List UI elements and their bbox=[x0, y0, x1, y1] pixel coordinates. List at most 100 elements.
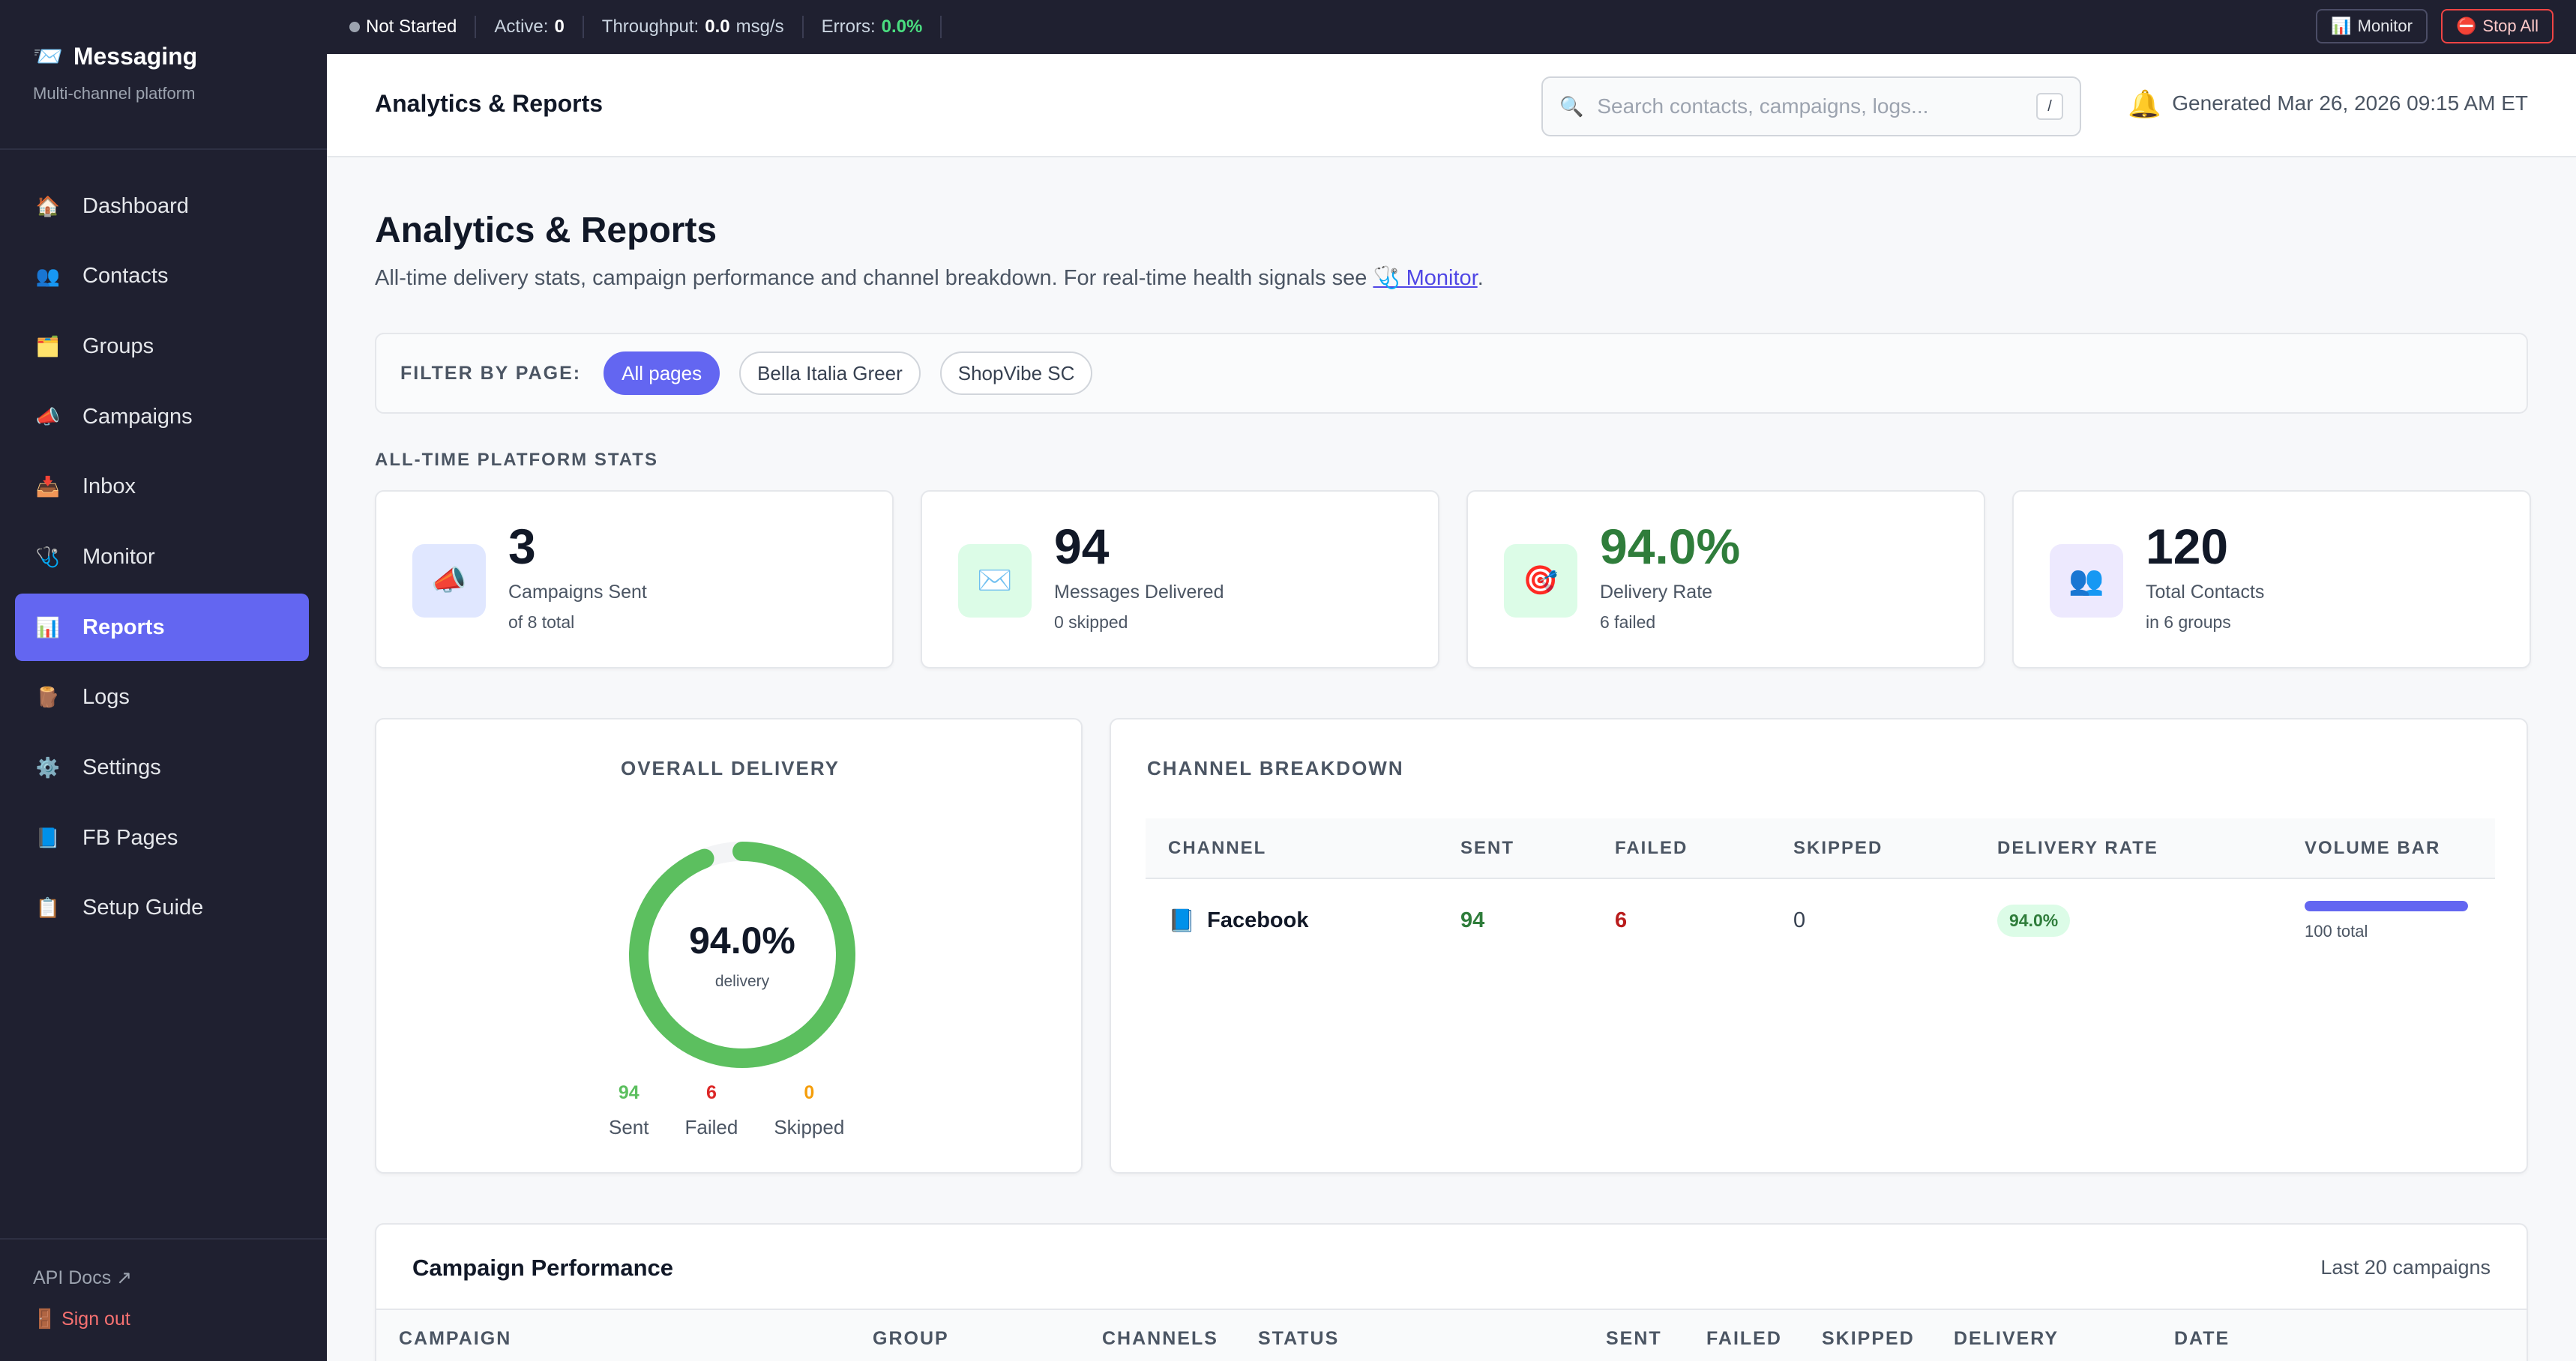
sidebar-item-logs[interactable]: 🪵 Logs bbox=[15, 664, 309, 731]
overall-delivery-card: OVERALL DELIVERY 94.0% delivery 94 Sent … bbox=[375, 718, 1083, 1174]
monitor-link[interactable]: 🩺 Monitor bbox=[1373, 266, 1478, 290]
active-count: Active: 0 bbox=[476, 16, 584, 38]
col-campaign: CAMPAIGN bbox=[399, 1328, 512, 1349]
brand: 📨 Messaging Multi-channel platform bbox=[33, 42, 197, 103]
stats-row: 📣 3 Campaigns Sent of 8 total ✉️ 94 Mess… bbox=[375, 490, 2531, 669]
channel-table-header: CHANNEL SENT FAILED SKIPPED DELIVERY RAT… bbox=[1146, 818, 2495, 879]
filter-option-shopvibe-sc[interactable]: ShopVibe SC bbox=[939, 351, 1093, 395]
sidebar-item-groups[interactable]: 🗂️ Groups bbox=[15, 313, 309, 380]
active-value: 0 bbox=[554, 16, 565, 37]
sidebar-item-monitor[interactable]: 🩺 Monitor bbox=[15, 523, 309, 591]
legend-sent-value: 94 bbox=[618, 1082, 640, 1103]
volume-bar-fill bbox=[2305, 900, 2468, 911]
campaign-performance-subtitle: Last 20 campaigns bbox=[2320, 1256, 2491, 1279]
stat-card-delivery-rate: 🎯 94.0% Delivery Rate 6 failed bbox=[1466, 490, 1985, 669]
col-channels: CHANNELS bbox=[1102, 1328, 1218, 1349]
door-icon: 🚪 bbox=[33, 1309, 62, 1330]
stat-label: Delivery Rate bbox=[1600, 582, 1713, 603]
sidebar-item-fb-pages[interactable]: 📘 FB Pages bbox=[15, 804, 309, 872]
log-icon: 🪵 bbox=[35, 686, 61, 709]
engine-state: Not Started bbox=[349, 16, 477, 38]
description-text: All-time delivery stats, campaign perfor… bbox=[375, 266, 1373, 290]
sidebar-nav: 🏠 Dashboard 👥 Contacts 🗂️ Groups 📣 Campaigns… bbox=[15, 172, 309, 945]
sidebar-item-label: Groups bbox=[82, 334, 154, 358]
table-row[interactable]: 📘 Facebook 94 6 0 94.0% 100 total bbox=[1146, 878, 2495, 962]
col-skipped: SKIPPED bbox=[1771, 818, 1975, 879]
donut-delivered-arc bbox=[629, 842, 855, 1068]
sidebar-item-setup-guide[interactable]: 📋 Setup Guide bbox=[15, 875, 309, 942]
envelope-icon: ✉️ bbox=[958, 544, 1032, 618]
channel-breakdown-card: CHANNEL BREAKDOWN CHANNEL SENT FAILED SK… bbox=[1110, 718, 2528, 1174]
stat-sub: 6 failed bbox=[1600, 612, 1656, 632]
sidebar-item-dashboard[interactable]: 🏠 Dashboard bbox=[15, 172, 309, 240]
col-date: DATE bbox=[2174, 1328, 2230, 1349]
legend-failed-label: Failed bbox=[684, 1116, 738, 1138]
monitor-button[interactable]: 📊 Monitor bbox=[2316, 9, 2428, 43]
channel-table: CHANNEL SENT FAILED SKIPPED DELIVERY RAT… bbox=[1146, 818, 2495, 962]
sidebar-item-label: Reports bbox=[82, 615, 165, 639]
col-sent: SENT bbox=[1606, 1328, 1662, 1349]
sign-out-link[interactable]: 🚪 Sign out bbox=[33, 1309, 132, 1330]
channel-failed: 6 bbox=[1615, 908, 1628, 932]
delivery-legend: 94 Sent 6 Failed 0 Skipped bbox=[609, 1082, 844, 1139]
sidebar-item-label: Dashboard bbox=[82, 193, 189, 218]
megaphone-icon: 📣 bbox=[35, 405, 61, 428]
col-failed: FAILED bbox=[1592, 818, 1771, 879]
stat-label: Messages Delivered bbox=[1054, 582, 1224, 603]
filter-option-all-pages[interactable]: All pages bbox=[604, 351, 720, 395]
page-description: All-time delivery stats, campaign perfor… bbox=[375, 265, 1484, 291]
search-box[interactable]: 🔍 / bbox=[1541, 76, 2081, 136]
monitor-button-label: Monitor bbox=[2357, 16, 2413, 35]
sidebar-item-contacts[interactable]: 👥 Contacts bbox=[15, 243, 309, 310]
generated-timestamp: Generated Mar 26, 2026 09:15 AM ET bbox=[2172, 91, 2528, 115]
stat-value: 3 bbox=[508, 519, 536, 574]
stat-card-campaigns-sent: 📣 3 Campaigns Sent of 8 total bbox=[375, 490, 894, 669]
megaphone-icon: 📣 bbox=[412, 544, 486, 618]
col-delivery-rate: DELIVERY RATE bbox=[1975, 818, 2282, 879]
sidebar-item-label: Monitor bbox=[82, 544, 155, 569]
stat-value: 120 bbox=[2146, 519, 2229, 574]
throughput-label: Throughput: bbox=[601, 16, 699, 37]
api-docs-link[interactable]: API Docs ↗ bbox=[33, 1267, 133, 1288]
sidebar-item-label: Setup Guide bbox=[82, 896, 204, 920]
people-icon: 👥 bbox=[2050, 544, 2123, 618]
col-status: STATUS bbox=[1258, 1328, 1340, 1349]
page-title: Analytics & Reports bbox=[375, 211, 717, 250]
inbox-icon: 📥 bbox=[35, 475, 61, 498]
page-filter: FILTER BY PAGE: All pages Bella Italia G… bbox=[375, 333, 2528, 414]
donut-value: 94.0% bbox=[689, 920, 795, 962]
legend-sent-label: Sent bbox=[609, 1116, 649, 1138]
volume-bar bbox=[2305, 900, 2468, 911]
search-input[interactable] bbox=[1597, 94, 2023, 118]
overall-delivery-title: OVERALL DELIVERY bbox=[620, 757, 840, 779]
channel-breakdown-title: CHANNEL BREAKDOWN bbox=[1147, 757, 1404, 779]
legend-skipped-label: Skipped bbox=[774, 1116, 845, 1138]
stop-all-button[interactable]: ⛔ Stop All bbox=[2440, 9, 2554, 43]
brand-title[interactable]: 📨 Messaging bbox=[33, 42, 197, 70]
col-failed: FAILED bbox=[1706, 1328, 1782, 1349]
sidebar-item-inbox[interactable]: 📥 Inbox bbox=[15, 453, 309, 521]
col-volume-bar: VOLUME BAR bbox=[2282, 818, 2495, 879]
sidebar-item-label: FB Pages bbox=[82, 825, 178, 850]
delivery-rate-badge: 94.0% bbox=[1997, 905, 2071, 937]
sidebar-item-campaigns[interactable]: 📣 Campaigns bbox=[15, 383, 309, 450]
bar-chart-icon: 📊 bbox=[2331, 16, 2352, 35]
col-delivery: DELIVERY bbox=[1954, 1328, 2059, 1349]
throughput: Throughput: 0.0 msg/s bbox=[584, 16, 804, 38]
filter-option-bella-italia-greer[interactable]: Bella Italia Greer bbox=[739, 351, 921, 395]
stop-icon: ⛔ bbox=[2455, 16, 2477, 35]
stethoscope-icon: 🩺 bbox=[35, 545, 61, 568]
sidebar-footer: API Docs ↗ 🚪 Sign out bbox=[33, 1267, 132, 1330]
statusbar-actions: 📊 Monitor ⛔ Stop All bbox=[2316, 9, 2554, 43]
bell-icon[interactable]: 🔔 bbox=[2128, 88, 2161, 119]
status-dot-icon bbox=[349, 22, 360, 32]
sidebar-item-settings[interactable]: ⚙️ Settings bbox=[15, 734, 309, 802]
sidebar-item-reports[interactable]: 📊 Reports bbox=[15, 594, 309, 662]
brand-subtitle: Multi-channel platform bbox=[33, 84, 196, 103]
sidebar-item-label: Logs bbox=[82, 685, 130, 710]
search-icon: 🔍 bbox=[1559, 94, 1584, 118]
errors-value: 0.0% bbox=[881, 16, 923, 37]
filter-label: FILTER BY PAGE: bbox=[400, 362, 582, 384]
legend-skipped-value: 0 bbox=[804, 1082, 815, 1103]
col-sent: SENT bbox=[1438, 818, 1592, 879]
